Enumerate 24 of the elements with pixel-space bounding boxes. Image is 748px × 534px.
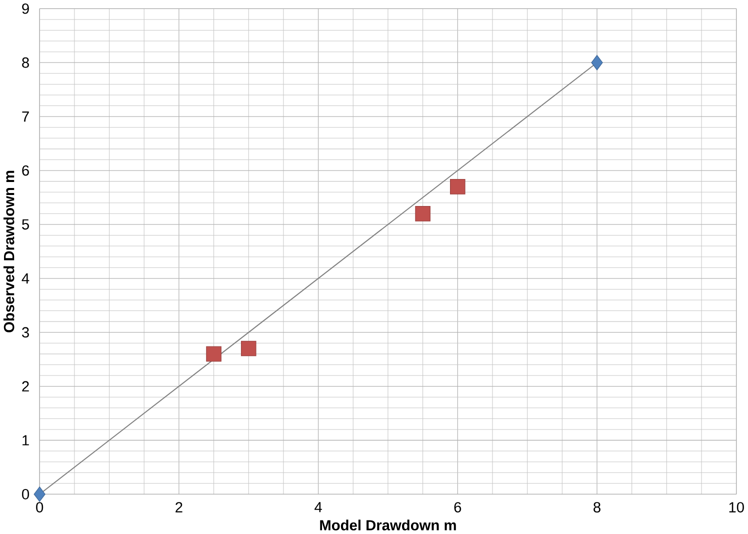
x-axis-title: Model Drawdown m: [320, 520, 456, 530]
y-tick-label: 7: [22, 112, 29, 122]
x-tick-label: 8: [594, 502, 600, 513]
point: [450, 179, 466, 194]
x-tick-label: 10: [729, 502, 744, 513]
y-tick-label: 0: [22, 489, 30, 500]
y-tick-label: 4: [22, 273, 30, 284]
y-tick-label: 3: [22, 327, 29, 338]
y-tick-label: 6: [22, 165, 29, 176]
y-tick-label: 5: [22, 219, 29, 230]
x-tick-label: 2: [176, 502, 182, 512]
point: [415, 206, 430, 222]
point: [591, 55, 603, 70]
point: [34, 486, 46, 502]
y-axis-title: Observed Drawdown m: [3, 170, 14, 332]
x-tick-label: 6: [454, 502, 462, 513]
y-tick-label: 8: [22, 57, 29, 68]
point: [206, 346, 222, 362]
y-tick-label: 9: [22, 4, 29, 14]
x-tick-label: 0: [36, 502, 44, 513]
point: [240, 340, 256, 356]
y-tick-label: 2: [22, 381, 29, 392]
y-tick-label: 1: [22, 435, 29, 446]
x-tick-label: 4: [314, 502, 322, 512]
